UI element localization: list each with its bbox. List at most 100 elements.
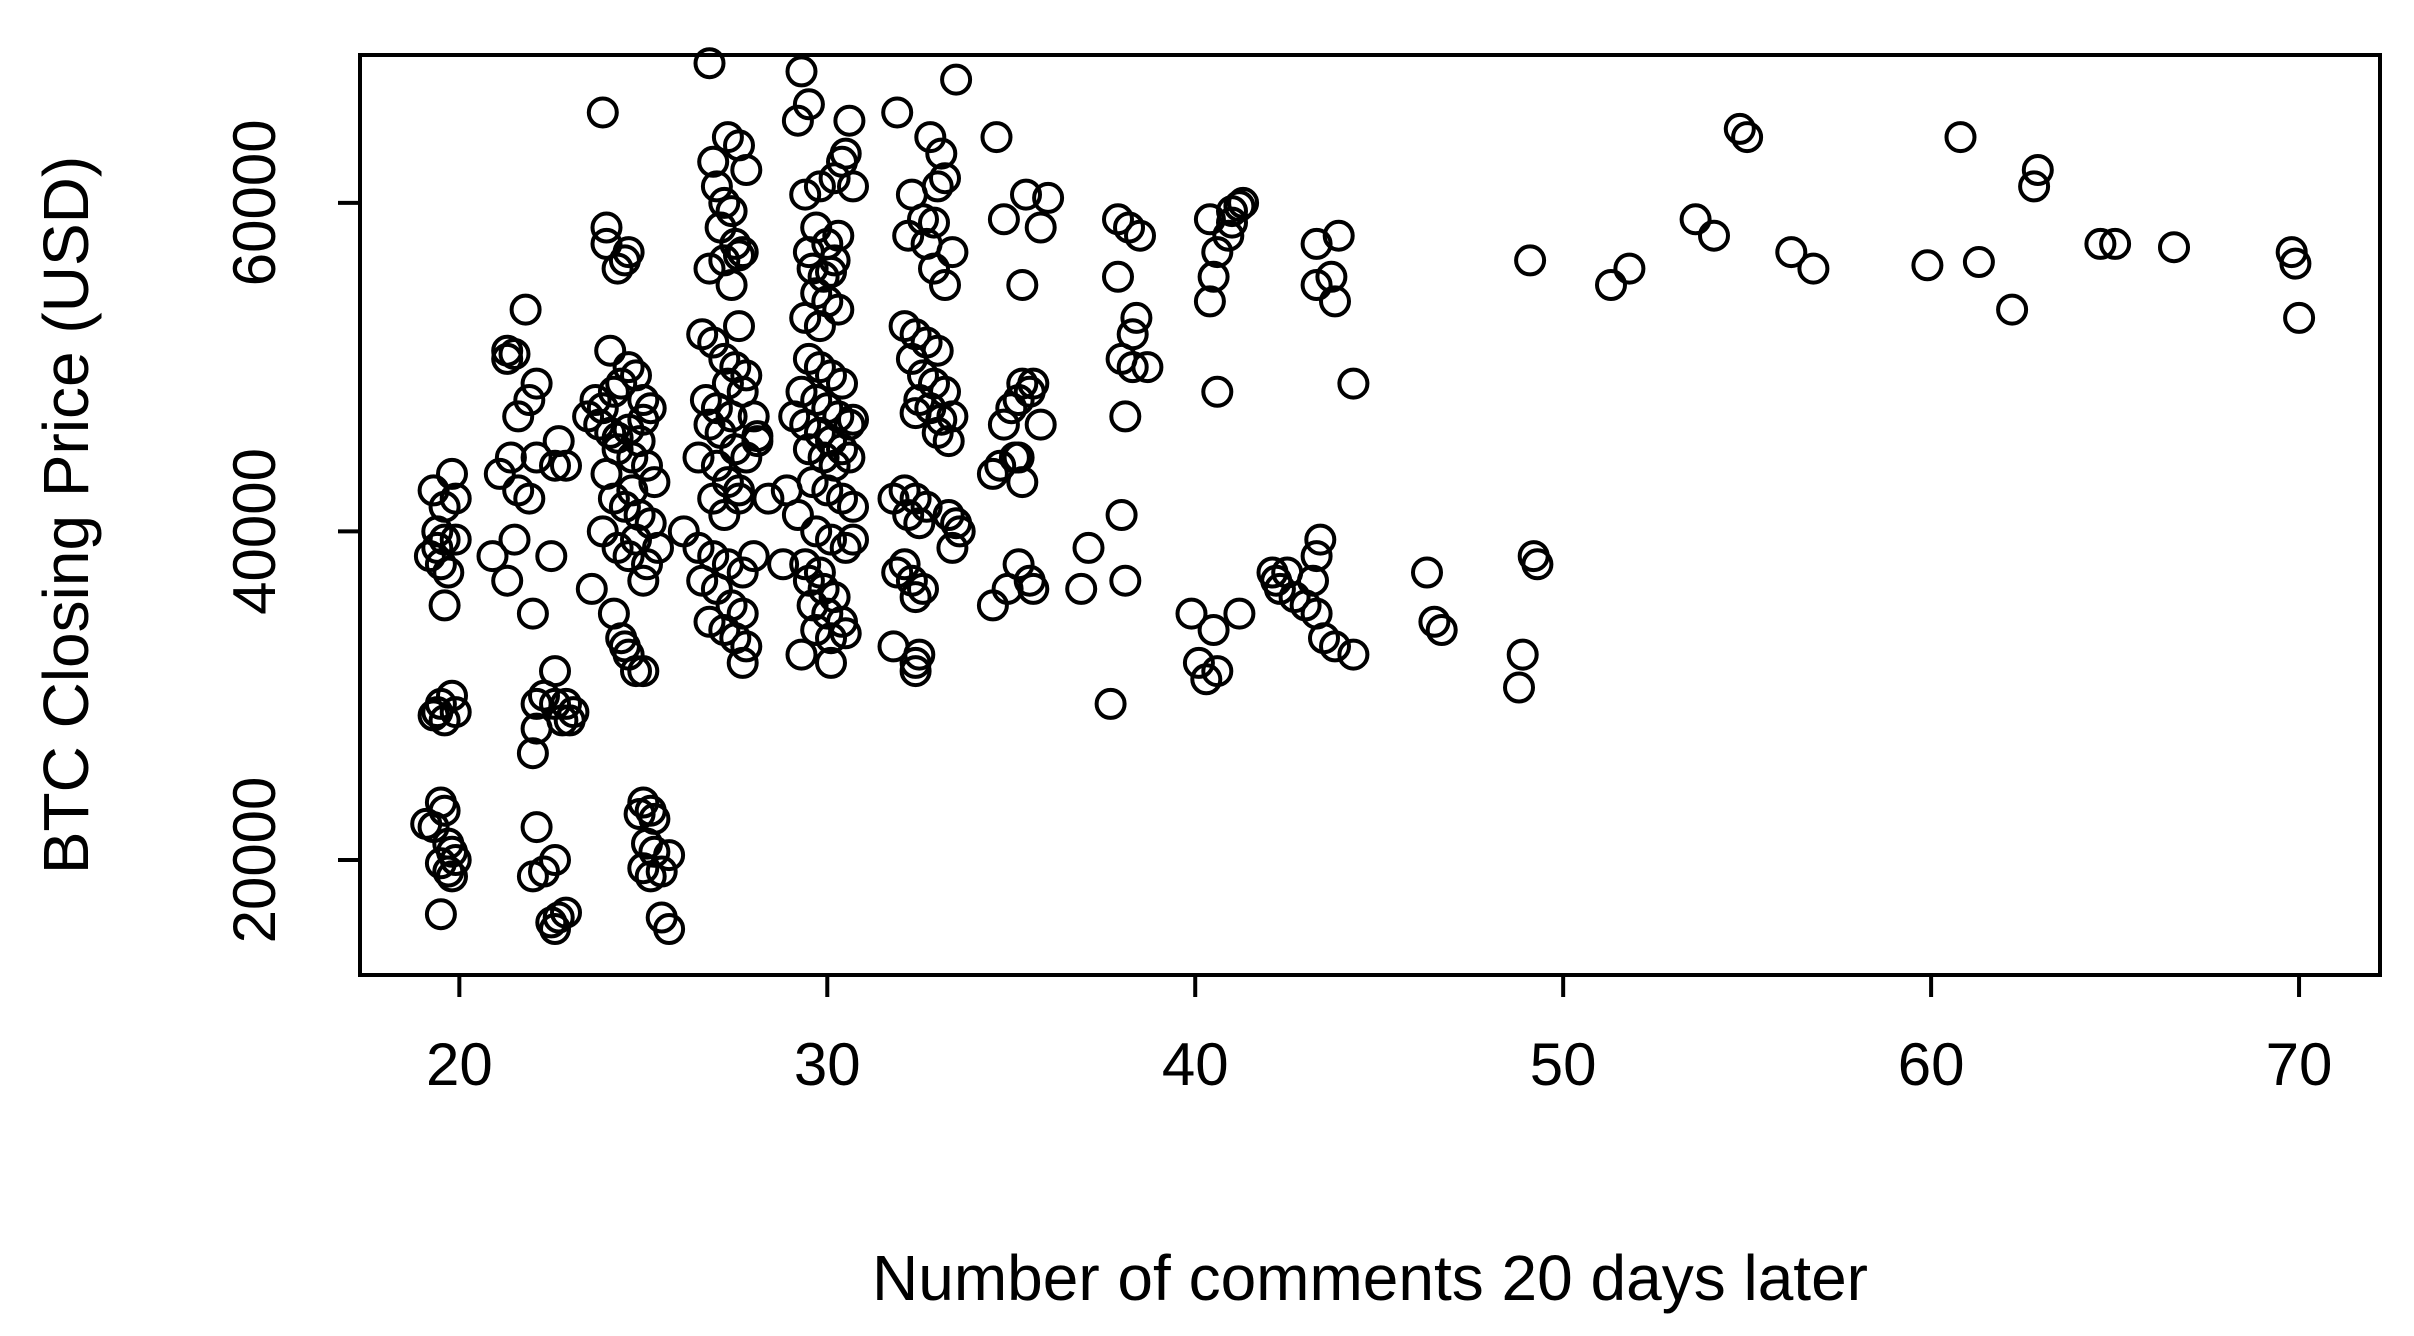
- data-point: [682, 441, 715, 474]
- data-point: [1201, 655, 1234, 688]
- data-point: [726, 236, 759, 269]
- data-point: [822, 293, 855, 326]
- data-point: [833, 441, 866, 474]
- data-point: [807, 260, 840, 293]
- data-point: [1723, 112, 1756, 145]
- data-point: [476, 540, 509, 573]
- data-point: [730, 630, 763, 663]
- y-axis: 20000 40000 60000: [221, 119, 360, 943]
- data-point: [1131, 351, 1164, 384]
- data-point: [1322, 219, 1355, 252]
- data-point: [627, 403, 660, 436]
- data-point: [715, 195, 748, 228]
- data-point: [899, 581, 932, 614]
- data-point: [586, 515, 619, 548]
- data-point: [627, 852, 660, 885]
- data-point: [700, 449, 733, 482]
- data-point: [837, 490, 869, 523]
- data-point: [1503, 671, 1535, 704]
- data-point: [1297, 564, 1329, 597]
- data-point: [509, 293, 542, 326]
- data-point: [436, 457, 468, 490]
- data-point: [693, 47, 726, 80]
- data-point: [1514, 244, 1547, 277]
- data-point: [829, 617, 862, 650]
- data-point: [1201, 236, 1234, 269]
- data-point: [914, 121, 947, 154]
- data-point: [888, 548, 921, 581]
- data-point: [439, 482, 472, 515]
- data-point: [550, 449, 582, 482]
- data-point: [1418, 605, 1451, 638]
- data-point: [976, 589, 1009, 622]
- data-point: [1962, 246, 1995, 278]
- data-point: [921, 170, 954, 203]
- data-point: [1006, 367, 1039, 400]
- data-point: [1944, 121, 1977, 154]
- x-axis: 20 30 40 50 60 70: [426, 975, 2332, 1098]
- data-point: [520, 367, 553, 400]
- data-point: [1072, 531, 1105, 564]
- x-tick-label: 50: [1530, 1031, 1597, 1098]
- plot-frame: [358, 53, 2382, 977]
- data-point: [1698, 219, 1730, 252]
- data-point: [631, 548, 663, 581]
- y-tick-label: 60000: [221, 119, 288, 286]
- data-point: [1024, 211, 1057, 244]
- data-point: [2279, 247, 2312, 280]
- data-point: [631, 449, 663, 482]
- data-point: [1996, 293, 2029, 326]
- data-point: [829, 137, 862, 170]
- data-point: [645, 855, 678, 888]
- data-point: [708, 186, 741, 219]
- data-point: [1613, 252, 1646, 285]
- x-tick-label: 70: [2266, 1031, 2333, 1098]
- y-tick-label: 20000: [221, 777, 288, 944]
- data-point: [815, 622, 847, 655]
- data-point: [899, 655, 932, 688]
- data-point: [1116, 318, 1149, 351]
- data-point: [1193, 203, 1226, 236]
- data-point: [826, 433, 858, 466]
- data-point: [837, 523, 869, 556]
- x-tick-label: 30: [794, 1031, 861, 1098]
- data-point: [1017, 572, 1050, 605]
- data-point: [2021, 154, 2054, 186]
- data-point: [1193, 285, 1226, 318]
- data-point: [1679, 203, 1712, 236]
- data-point: [424, 898, 457, 931]
- data-points: [410, 47, 2316, 945]
- data-point: [590, 211, 623, 244]
- data-point: [1006, 466, 1039, 499]
- data-point: [837, 403, 869, 436]
- data-point: [2018, 170, 2051, 203]
- data-point: [638, 466, 671, 499]
- data-point: [1304, 523, 1337, 556]
- data-point: [1300, 269, 1333, 301]
- data-point: [715, 269, 748, 301]
- data-point: [980, 121, 1013, 154]
- data-point: [513, 482, 546, 515]
- data-point: [1124, 219, 1156, 252]
- data-point: [1017, 367, 1050, 400]
- data-point: [781, 104, 814, 137]
- data-point: [803, 310, 836, 343]
- data-point: [741, 420, 774, 453]
- data-point: [903, 507, 936, 540]
- data-point: [925, 137, 958, 170]
- data-point: [1197, 614, 1230, 646]
- data-point: [1731, 121, 1764, 154]
- data-point: [1010, 178, 1042, 211]
- data-point: [436, 860, 468, 893]
- data-point: [907, 572, 939, 605]
- data-point: [417, 474, 450, 507]
- data-point: [1094, 687, 1127, 720]
- data-point: [1223, 190, 1256, 223]
- data-point: [895, 342, 928, 375]
- data-point: [1120, 301, 1153, 334]
- data-point: [1425, 614, 1458, 646]
- data-point: [1002, 441, 1035, 474]
- data-point: [1775, 236, 1808, 269]
- data-point: [697, 482, 730, 515]
- data-point: [597, 375, 630, 408]
